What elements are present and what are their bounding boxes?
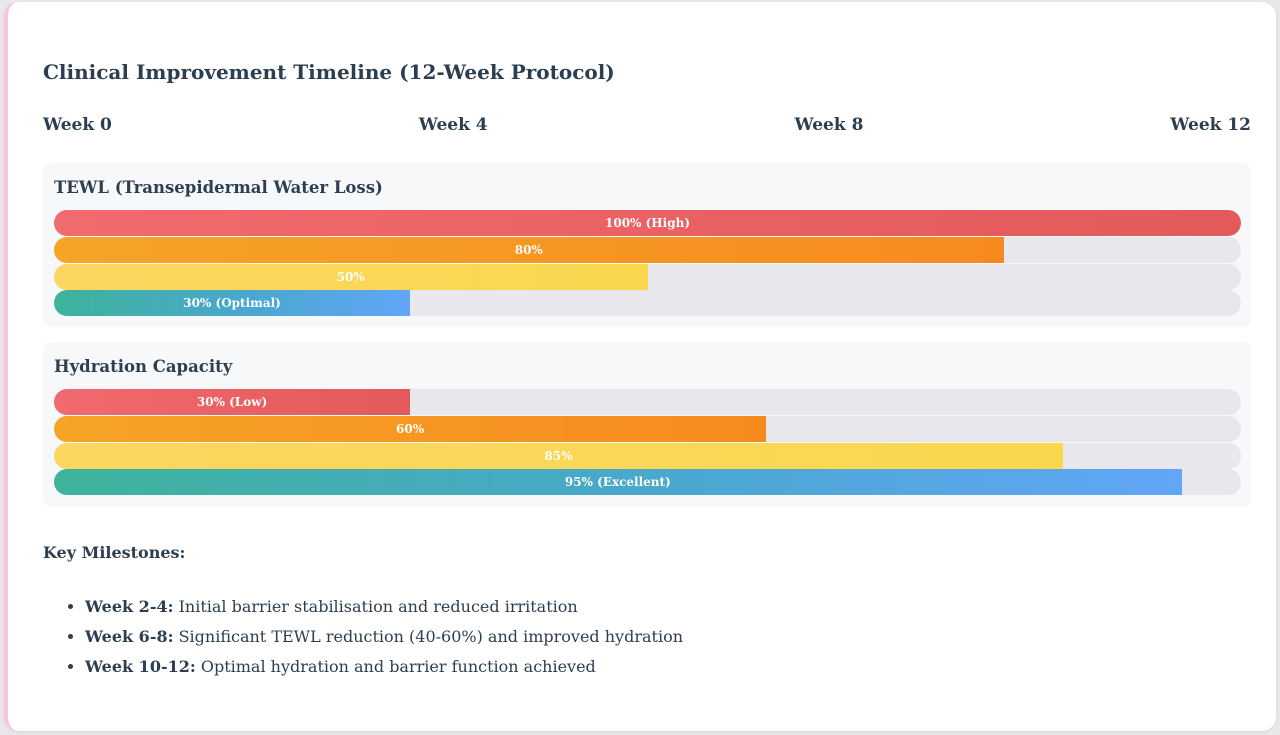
milestones-title: Key Milestones: <box>43 543 186 562</box>
milestone-week: Week 6-8: <box>85 627 174 646</box>
milestones-list: Week 2-4: Initial barrier stabilisation … <box>43 595 683 685</box>
bar-track: 85% <box>54 443 1241 469</box>
bar-track: 80% <box>54 237 1241 263</box>
week-tick-label: Week 8 <box>794 115 864 135</box>
tewl-panel-title: TEWL (Transepidermal Water Loss) <box>54 178 383 197</box>
bar-track: 50% <box>54 264 1241 290</box>
bar: 85% <box>54 443 1063 469</box>
bar-label: 50% <box>336 270 365 284</box>
bar: 80% <box>54 237 1004 263</box>
bar-track: 95% (Excellent) <box>54 469 1241 495</box>
milestone-item: Week 10-12: Optimal hydration and barrie… <box>85 655 683 685</box>
bar: 100% (High) <box>54 210 1241 236</box>
bar-track: 30% (Low) <box>54 389 1241 415</box>
timeline-card: Clinical Improvement Timeline (12-Week P… <box>4 2 1276 731</box>
week-tick-label: Week 4 <box>418 115 488 135</box>
bar-label: 30% (Low) <box>196 395 268 409</box>
bar: 30% (Low) <box>54 389 411 415</box>
milestone-week: Week 2-4: <box>85 597 174 616</box>
bar-track: 100% (High) <box>54 210 1241 236</box>
bar-label: 30% (Optimal) <box>183 296 281 310</box>
milestone-item: Week 6-8: Significant TEWL reduction (40… <box>85 625 683 655</box>
week-tick-label: Week 12 <box>1170 115 1251 135</box>
bar: 50% <box>54 264 648 290</box>
milestone-text: Optimal hydration and barrier function a… <box>195 657 596 676</box>
hydration-panel-title: Hydration Capacity <box>54 357 233 376</box>
bar-label: 60% <box>396 422 425 436</box>
milestone-text: Initial barrier stabilisation and reduce… <box>173 597 578 616</box>
bar-label: 95% (Excellent) <box>564 475 671 489</box>
bar: 60% <box>54 416 767 442</box>
bar: 95% (Excellent) <box>54 469 1182 495</box>
tewl-panel: TEWL (Transepidermal Water Loss) 100% (H… <box>43 163 1251 327</box>
milestone-item: Week 2-4: Initial barrier stabilisation … <box>85 595 683 625</box>
milestone-week: Week 10-12: <box>85 657 196 676</box>
bar-label: 100% (High) <box>605 216 690 230</box>
bar-track: 60% <box>54 416 1241 442</box>
chart-title: Clinical Improvement Timeline (12-Week P… <box>43 60 615 84</box>
bar-label: 85% <box>544 449 573 463</box>
milestone-text: Significant TEWL reduction (40-60%) and … <box>173 627 683 646</box>
week-axis: Week 0 Week 4 Week 8 Week 12 <box>43 115 1251 135</box>
bar-track: 30% (Optimal) <box>54 290 1241 316</box>
bar: 30% (Optimal) <box>54 290 411 316</box>
hydration-panel: Hydration Capacity 30% (Low) 60% 85% 95%… <box>43 342 1251 507</box>
bar-label: 80% <box>514 243 543 257</box>
week-tick-label: Week 0 <box>43 115 112 135</box>
